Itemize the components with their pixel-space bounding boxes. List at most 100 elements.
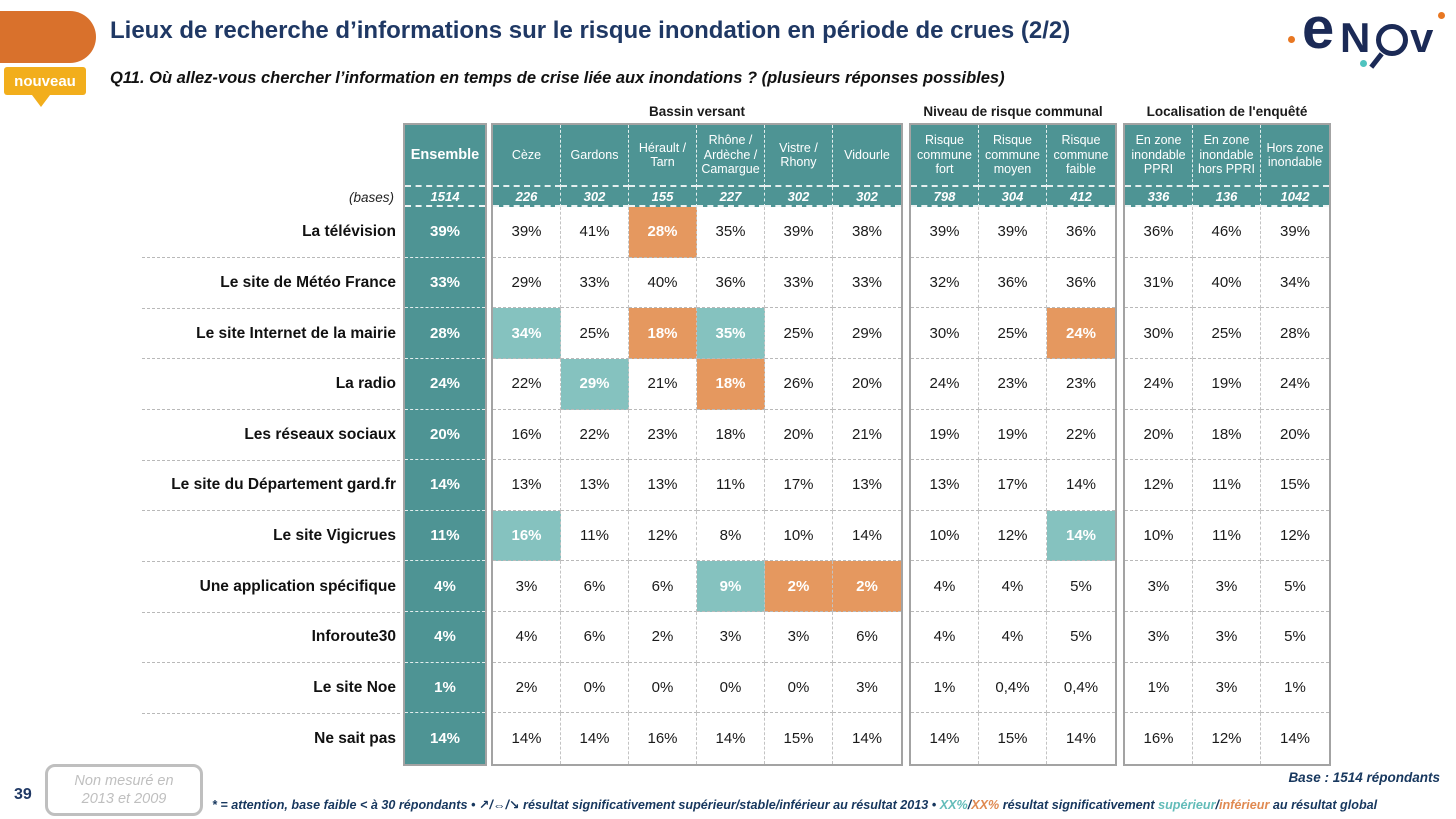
question-subtitle: Q11. Où allez-vous chercher l’informatio…	[110, 69, 1005, 87]
table-cell: 34%	[1261, 257, 1329, 309]
table-cell: 14%	[405, 460, 485, 511]
table-cell: 19%	[979, 409, 1047, 461]
table-cell: 24%	[911, 358, 979, 410]
table-cell: 29%	[833, 308, 901, 359]
logo-dot-icon	[1360, 60, 1367, 67]
table-cell: 12%	[979, 510, 1047, 562]
table-cell: 36%	[1125, 207, 1193, 258]
table-cell: 1%	[1125, 662, 1193, 714]
note-line: Non mesuré en	[74, 772, 174, 789]
table-cell: 15%	[1261, 460, 1329, 511]
table-cell: 33%	[405, 257, 485, 309]
table-cell: 19%	[911, 409, 979, 461]
row-label: La télévision	[142, 208, 400, 259]
table-cell: 33%	[561, 257, 629, 309]
table-cell: 3%	[493, 561, 561, 612]
table-cell: 0%	[561, 662, 629, 714]
table-cell: 36%	[979, 257, 1047, 309]
base-cell: 302	[833, 187, 901, 207]
table-cell: 10%	[1125, 510, 1193, 562]
table-cell: 21%	[629, 358, 697, 410]
table-cell: 39%	[979, 207, 1047, 258]
row-label: Inforoute30	[142, 613, 400, 664]
table-cell: 29%	[493, 257, 561, 309]
table-cell: 39%	[493, 207, 561, 258]
base-cell: 136	[1193, 187, 1261, 207]
table-cell: 4%	[911, 612, 979, 663]
table-cell: 29%	[561, 358, 629, 410]
table-cell: 30%	[1125, 308, 1193, 359]
table-cell: 3%	[697, 612, 765, 663]
group-block: Risque commune fort Risque commune moyen R…	[909, 123, 1117, 766]
column-header: Risque commune moyen	[979, 125, 1047, 187]
table-cell: 0%	[765, 662, 833, 714]
table-cell: 1%	[911, 662, 979, 714]
page-number: 39	[14, 786, 32, 803]
base-cell: 798	[911, 187, 979, 207]
table-cell: 14%	[561, 713, 629, 764]
table-cell: 14%	[697, 713, 765, 764]
column-header: Ensemble	[405, 125, 485, 187]
table-cell: 35%	[697, 308, 765, 359]
column-header: Risque commune fort	[911, 125, 979, 187]
table-cell: 34%	[493, 308, 561, 359]
table-cell: 14%	[833, 713, 901, 764]
table-cell: 25%	[1193, 308, 1261, 359]
table-cell: 6%	[629, 561, 697, 612]
base-cell: 227	[697, 187, 765, 207]
table-cell: 11%	[697, 460, 765, 511]
table-cell: 23%	[979, 358, 1047, 410]
group-title: Localisation de l'enquêté	[1146, 104, 1308, 119]
table-cell: 24%	[1047, 308, 1115, 359]
table-cell: 2%	[629, 612, 697, 663]
row-label: Le site Noe	[142, 663, 400, 714]
legend-segment: au résultat global	[1269, 798, 1378, 812]
row-label: Le site du Département gard.fr	[142, 461, 400, 512]
table-cell: 4%	[405, 612, 485, 663]
table-cell: 26%	[765, 358, 833, 410]
table-cell: 25%	[979, 308, 1047, 359]
table-cell: 18%	[697, 409, 765, 461]
table-cell: 5%	[1261, 561, 1329, 612]
not-measured-note: Non mesuré en 2013 et 2009	[45, 764, 203, 816]
table-cell: 0,4%	[1047, 662, 1115, 714]
row-label: Une application spécifique	[142, 562, 400, 613]
table-cell: 39%	[1261, 207, 1329, 258]
table-cell: 13%	[833, 460, 901, 511]
table-cell: 10%	[911, 510, 979, 562]
base-cell: 1042	[1261, 187, 1329, 207]
page-title: Lieux de recherche d’informations sur le…	[110, 17, 1071, 44]
table-cell: 17%	[979, 460, 1047, 511]
table-cell: 1%	[405, 662, 485, 714]
table-cell: 12%	[1125, 460, 1193, 511]
table-cell: 36%	[1047, 257, 1115, 309]
table-cell: 36%	[697, 257, 765, 309]
table-cell: 16%	[493, 510, 561, 562]
legend-segment: inférieur	[1218, 798, 1270, 812]
table-cell: 13%	[629, 460, 697, 511]
table-cell: 14%	[1047, 713, 1115, 764]
base-cell: 336	[1125, 187, 1193, 207]
group-title: Niveau de risque communal	[923, 104, 1103, 119]
column-group: Localisation de l'enquêté En zone inondab…	[1123, 100, 1331, 766]
table-cell: 4%	[979, 612, 1047, 663]
magnifier-handle-icon	[1369, 52, 1384, 69]
legend-segment: /	[1215, 798, 1219, 812]
legend-footnote: * = attention, base faible < à 30 répond…	[212, 797, 1452, 812]
table-cell: 4%	[405, 561, 485, 612]
table-cell: 9%	[697, 561, 765, 612]
table-cell: 30%	[911, 308, 979, 359]
label-col-spacer	[142, 100, 400, 126]
base-cell: 302	[765, 187, 833, 207]
table-cell: 18%	[629, 308, 697, 359]
group-title: Bassin versant	[648, 104, 746, 119]
base-cell: 155	[629, 187, 697, 207]
table-cell: 16%	[629, 713, 697, 764]
table-cell: 39%	[405, 207, 485, 258]
group-block: Cèze Gardons Hérault / Tarn Rhône / Ardèche…	[491, 123, 903, 766]
base-cell: 302	[561, 187, 629, 207]
table-cell: 3%	[1125, 612, 1193, 663]
row-label: La radio	[142, 359, 400, 410]
table-cell: 28%	[405, 308, 485, 359]
table-cell: 11%	[1193, 510, 1261, 562]
